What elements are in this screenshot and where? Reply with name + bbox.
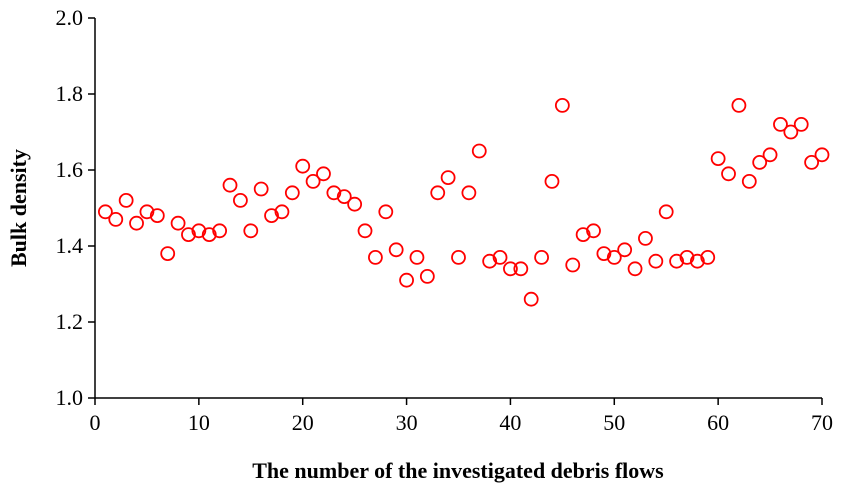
data-point (596, 246, 612, 262)
data-point (471, 143, 487, 159)
data-point (773, 117, 788, 132)
y-tick-label: 1.6 (56, 157, 84, 182)
data-point (97, 204, 113, 220)
data-point (368, 249, 383, 265)
data-point (191, 223, 207, 239)
data-point (752, 154, 768, 170)
data-point (575, 227, 591, 243)
data-point (274, 204, 290, 220)
data-point (326, 185, 342, 201)
x-tick-label: 50 (603, 410, 625, 435)
data-point (440, 170, 456, 186)
y-tick-label: 1.2 (56, 309, 84, 334)
x-tick-label: 30 (396, 410, 418, 435)
data-point (316, 166, 331, 182)
data-point (243, 223, 259, 239)
data-point (721, 166, 736, 182)
data-point (554, 98, 570, 113)
y-axis-label: Bulk density (6, 149, 31, 267)
data-point (118, 192, 134, 208)
data-point (492, 249, 508, 265)
y-tick-label: 2.0 (56, 5, 84, 30)
x-tick-label: 10 (188, 410, 210, 435)
data-point (658, 204, 674, 220)
data-point (503, 261, 518, 277)
data-point (482, 253, 498, 269)
data-point (108, 211, 124, 227)
data-point (544, 173, 560, 189)
data-point (565, 257, 581, 273)
x-tick-label: 60 (707, 410, 729, 435)
data-point (129, 215, 144, 231)
data-point (513, 261, 529, 277)
data-point (731, 98, 747, 113)
data-point (378, 204, 394, 220)
data-point (710, 151, 726, 167)
data-point (388, 242, 404, 258)
data-point (689, 253, 705, 269)
data-point (409, 249, 425, 265)
data-point (419, 268, 435, 284)
data-point (648, 253, 664, 269)
data-point (638, 230, 653, 246)
data-point (814, 147, 830, 163)
data-point (149, 208, 165, 224)
y-tick-label: 1.8 (56, 81, 84, 106)
data-point (627, 261, 643, 277)
data-point (783, 124, 799, 140)
data-point (295, 158, 311, 174)
data-point (222, 177, 238, 193)
data-point (793, 117, 809, 132)
data-point (212, 223, 228, 239)
data-point (534, 249, 549, 265)
x-tick-label: 20 (292, 410, 314, 435)
data-point (201, 227, 217, 243)
x-tick-label: 40 (499, 410, 521, 435)
y-tick-label: 1.0 (56, 385, 84, 410)
data-point (305, 173, 321, 189)
data-point (762, 147, 778, 163)
data-point (430, 185, 446, 201)
data-point (617, 242, 633, 258)
data-point (336, 189, 352, 205)
data-point (606, 249, 622, 265)
data-point (451, 249, 466, 265)
data-point (399, 272, 414, 288)
data-point (181, 227, 196, 243)
data-point (700, 249, 716, 265)
data-point (347, 196, 363, 212)
data-point (264, 208, 279, 224)
data-point (284, 185, 300, 201)
data-point (679, 249, 695, 265)
x-tick-label: 0 (90, 410, 101, 435)
data-point (741, 173, 757, 189)
data-point (669, 253, 684, 269)
data-point (170, 215, 186, 231)
data-point (804, 154, 820, 170)
data-point (160, 246, 176, 262)
data-point (139, 204, 155, 220)
y-tick-label: 1.4 (56, 233, 84, 258)
data-point (586, 223, 601, 239)
data-point (357, 223, 373, 239)
data-point (232, 192, 248, 208)
x-tick-label: 70 (811, 410, 833, 435)
data-point (461, 185, 477, 201)
data-point (253, 181, 269, 197)
data-point (523, 291, 539, 307)
x-axis-label: The number of the investigated debris fl… (252, 458, 664, 483)
